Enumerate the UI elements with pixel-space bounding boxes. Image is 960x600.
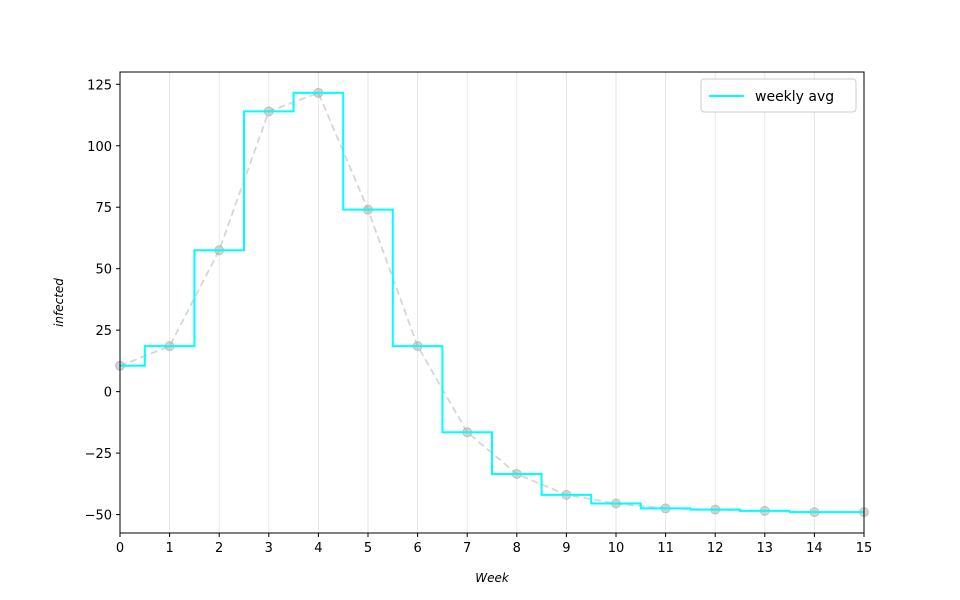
x-tick-label: 2 [215,541,223,556]
legend: weekly avg [700,78,857,113]
series-step-weekly-avg [120,91,864,514]
x-tick-label: 14 [806,541,823,556]
x-tick-label: 12 [707,541,724,556]
y-tick-label: 25 [95,324,112,339]
y-tick-label: 125 [87,78,112,93]
x-tick-label: 0 [116,541,124,556]
x-tick-label: 15 [856,541,873,556]
y-tick-label: 0 [104,386,112,401]
x-tick-label: 11 [657,541,674,556]
x-tick-label: 3 [265,541,273,556]
y-tick-label: −50 [85,509,112,524]
x-tick-label: 13 [757,541,774,556]
x-tick-label: 1 [165,541,173,556]
x-tick-label: 4 [314,541,322,556]
x-axis-title: Week [475,571,510,585]
ticks-layer: 0 1 2 3 4 5 6 7 8 9 10 11 12 13 14 15−50−25025507510012… [85,78,873,556]
x-tick-label: 7 [463,541,471,556]
y-tick-label: 50 [95,263,112,278]
series-layer [115,87,869,518]
x-tick-label: 6 [413,541,421,556]
y-tick-label: 100 [87,140,112,155]
x-tick-label: 5 [364,541,372,556]
y-tick-label: −25 [85,447,112,462]
legend-box [700,78,857,113]
plot-frame [119,71,865,534]
legend-label-weekly-avg: weekly avg [755,89,834,105]
y-axis-title: infected [52,278,66,327]
grid-layer [119,72,865,533]
x-tick-label: 8 [513,541,521,556]
x-tick-label: 10 [608,541,625,556]
x-tick-label: 9 [562,541,570,556]
y-tick-label: 75 [95,201,112,216]
